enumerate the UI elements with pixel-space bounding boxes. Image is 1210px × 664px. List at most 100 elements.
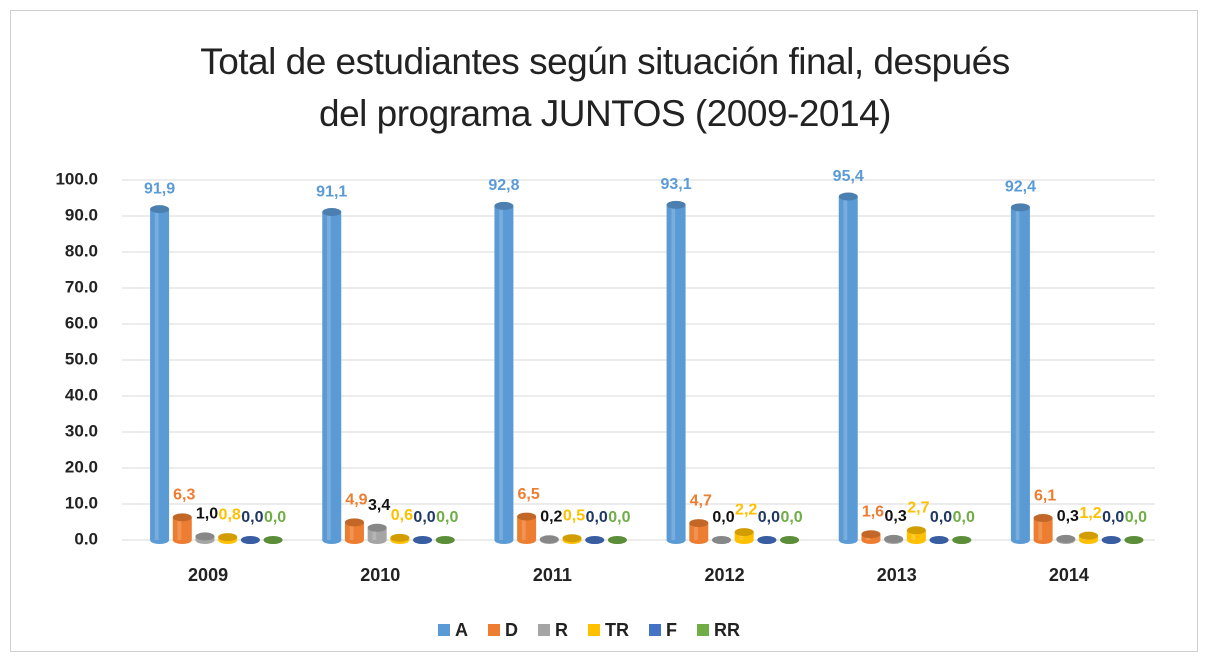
x-tick-label: 2009 bbox=[188, 565, 228, 585]
bar bbox=[240, 536, 260, 544]
bar-shine bbox=[739, 532, 744, 540]
bar-top bbox=[585, 536, 605, 544]
bar bbox=[322, 208, 342, 545]
bar bbox=[344, 518, 364, 544]
bar-top bbox=[780, 536, 800, 544]
bar-top bbox=[884, 534, 904, 543]
data-label: 0,0 bbox=[241, 509, 263, 526]
bar bbox=[1033, 514, 1053, 544]
y-tick-label: 90.0 bbox=[65, 205, 98, 224]
data-label: 6,3 bbox=[173, 487, 195, 504]
bar-top bbox=[607, 536, 627, 544]
legend-label: D bbox=[505, 620, 518, 640]
bar-top bbox=[1079, 531, 1099, 540]
data-label: 0,0 bbox=[413, 509, 435, 526]
data-label: 0,2 bbox=[540, 508, 562, 525]
bar bbox=[562, 534, 582, 544]
bar bbox=[929, 536, 949, 544]
data-label: 6,1 bbox=[1034, 487, 1056, 504]
data-label: 0,0 bbox=[586, 509, 608, 526]
bar-body bbox=[494, 205, 514, 545]
bar bbox=[607, 536, 627, 544]
bar-top bbox=[952, 536, 972, 544]
bar-top bbox=[344, 518, 364, 527]
data-label: 92,4 bbox=[1005, 179, 1036, 196]
bar bbox=[1010, 203, 1030, 544]
bar-shine bbox=[1038, 518, 1043, 540]
legend-label: R bbox=[555, 620, 568, 640]
bar-body bbox=[1033, 518, 1053, 544]
bar-body bbox=[666, 204, 686, 544]
bar bbox=[952, 536, 972, 544]
bar-top bbox=[906, 526, 926, 535]
bar-top bbox=[838, 192, 858, 201]
bar bbox=[1056, 534, 1076, 544]
bar bbox=[780, 536, 800, 544]
bar-top bbox=[711, 536, 731, 544]
data-label: 0,0 bbox=[712, 509, 734, 526]
bar-body bbox=[689, 523, 709, 544]
y-tick-label: 0.0 bbox=[74, 529, 98, 548]
bar-top bbox=[757, 536, 777, 544]
data-label: 0,0 bbox=[1125, 509, 1147, 526]
data-label: 0,6 bbox=[391, 507, 413, 524]
bar-body bbox=[517, 516, 537, 544]
legend-label: F bbox=[666, 620, 677, 640]
data-label: 1,0 bbox=[196, 506, 218, 523]
data-label: 2,7 bbox=[907, 499, 929, 516]
bar bbox=[711, 536, 731, 544]
bar-top bbox=[322, 208, 342, 217]
bar bbox=[861, 530, 881, 544]
bar bbox=[195, 532, 215, 544]
data-label: 0,0 bbox=[953, 509, 975, 526]
bar-body bbox=[344, 522, 364, 544]
bar-shine bbox=[349, 522, 354, 540]
bar-shine bbox=[911, 530, 916, 540]
bar-shine bbox=[843, 196, 848, 540]
bar-top bbox=[413, 536, 433, 544]
bar-top bbox=[562, 534, 582, 543]
legend-swatch bbox=[438, 624, 450, 636]
bar bbox=[539, 535, 559, 544]
bar bbox=[1101, 536, 1121, 544]
legend-label: A bbox=[455, 620, 468, 640]
bar bbox=[413, 536, 433, 544]
y-tick-label: 30.0 bbox=[65, 421, 98, 440]
y-tick-label: 70.0 bbox=[65, 277, 98, 296]
bar bbox=[689, 519, 709, 544]
data-label: 3,4 bbox=[368, 497, 390, 514]
data-label: 0,3 bbox=[1057, 508, 1079, 525]
legend-label: TR bbox=[605, 620, 629, 640]
bar bbox=[390, 533, 410, 544]
data-label: 4,9 bbox=[345, 492, 367, 509]
data-label: 91,1 bbox=[316, 183, 347, 200]
y-tick-label: 10.0 bbox=[65, 493, 98, 512]
bar-top bbox=[367, 523, 387, 532]
bar-body bbox=[172, 517, 192, 544]
bar-shine bbox=[372, 527, 377, 540]
legend-label: RR bbox=[714, 620, 740, 640]
bar-top bbox=[172, 513, 192, 522]
bar-top bbox=[539, 535, 559, 544]
data-label: 93,1 bbox=[661, 176, 692, 193]
bar-top bbox=[435, 536, 455, 544]
bar-top bbox=[263, 536, 283, 544]
bar-top bbox=[689, 519, 709, 528]
data-label: 0,0 bbox=[608, 509, 630, 526]
data-label: 2,2 bbox=[735, 501, 757, 518]
data-label: 0,3 bbox=[885, 508, 907, 525]
bar-shine bbox=[694, 523, 698, 540]
bar bbox=[172, 513, 192, 544]
chart-title: Total de estudiantes según situación fin… bbox=[200, 41, 1010, 134]
bar bbox=[494, 201, 514, 545]
data-label: 0,0 bbox=[436, 509, 458, 526]
y-tick-label: 100.0 bbox=[55, 169, 98, 188]
bar-body bbox=[1010, 207, 1030, 544]
bar-top bbox=[1101, 536, 1121, 544]
bar bbox=[906, 526, 926, 544]
bar bbox=[1079, 531, 1099, 544]
legend-swatch bbox=[538, 624, 550, 636]
data-label: 0,8 bbox=[219, 506, 241, 523]
bar-top bbox=[150, 205, 170, 214]
